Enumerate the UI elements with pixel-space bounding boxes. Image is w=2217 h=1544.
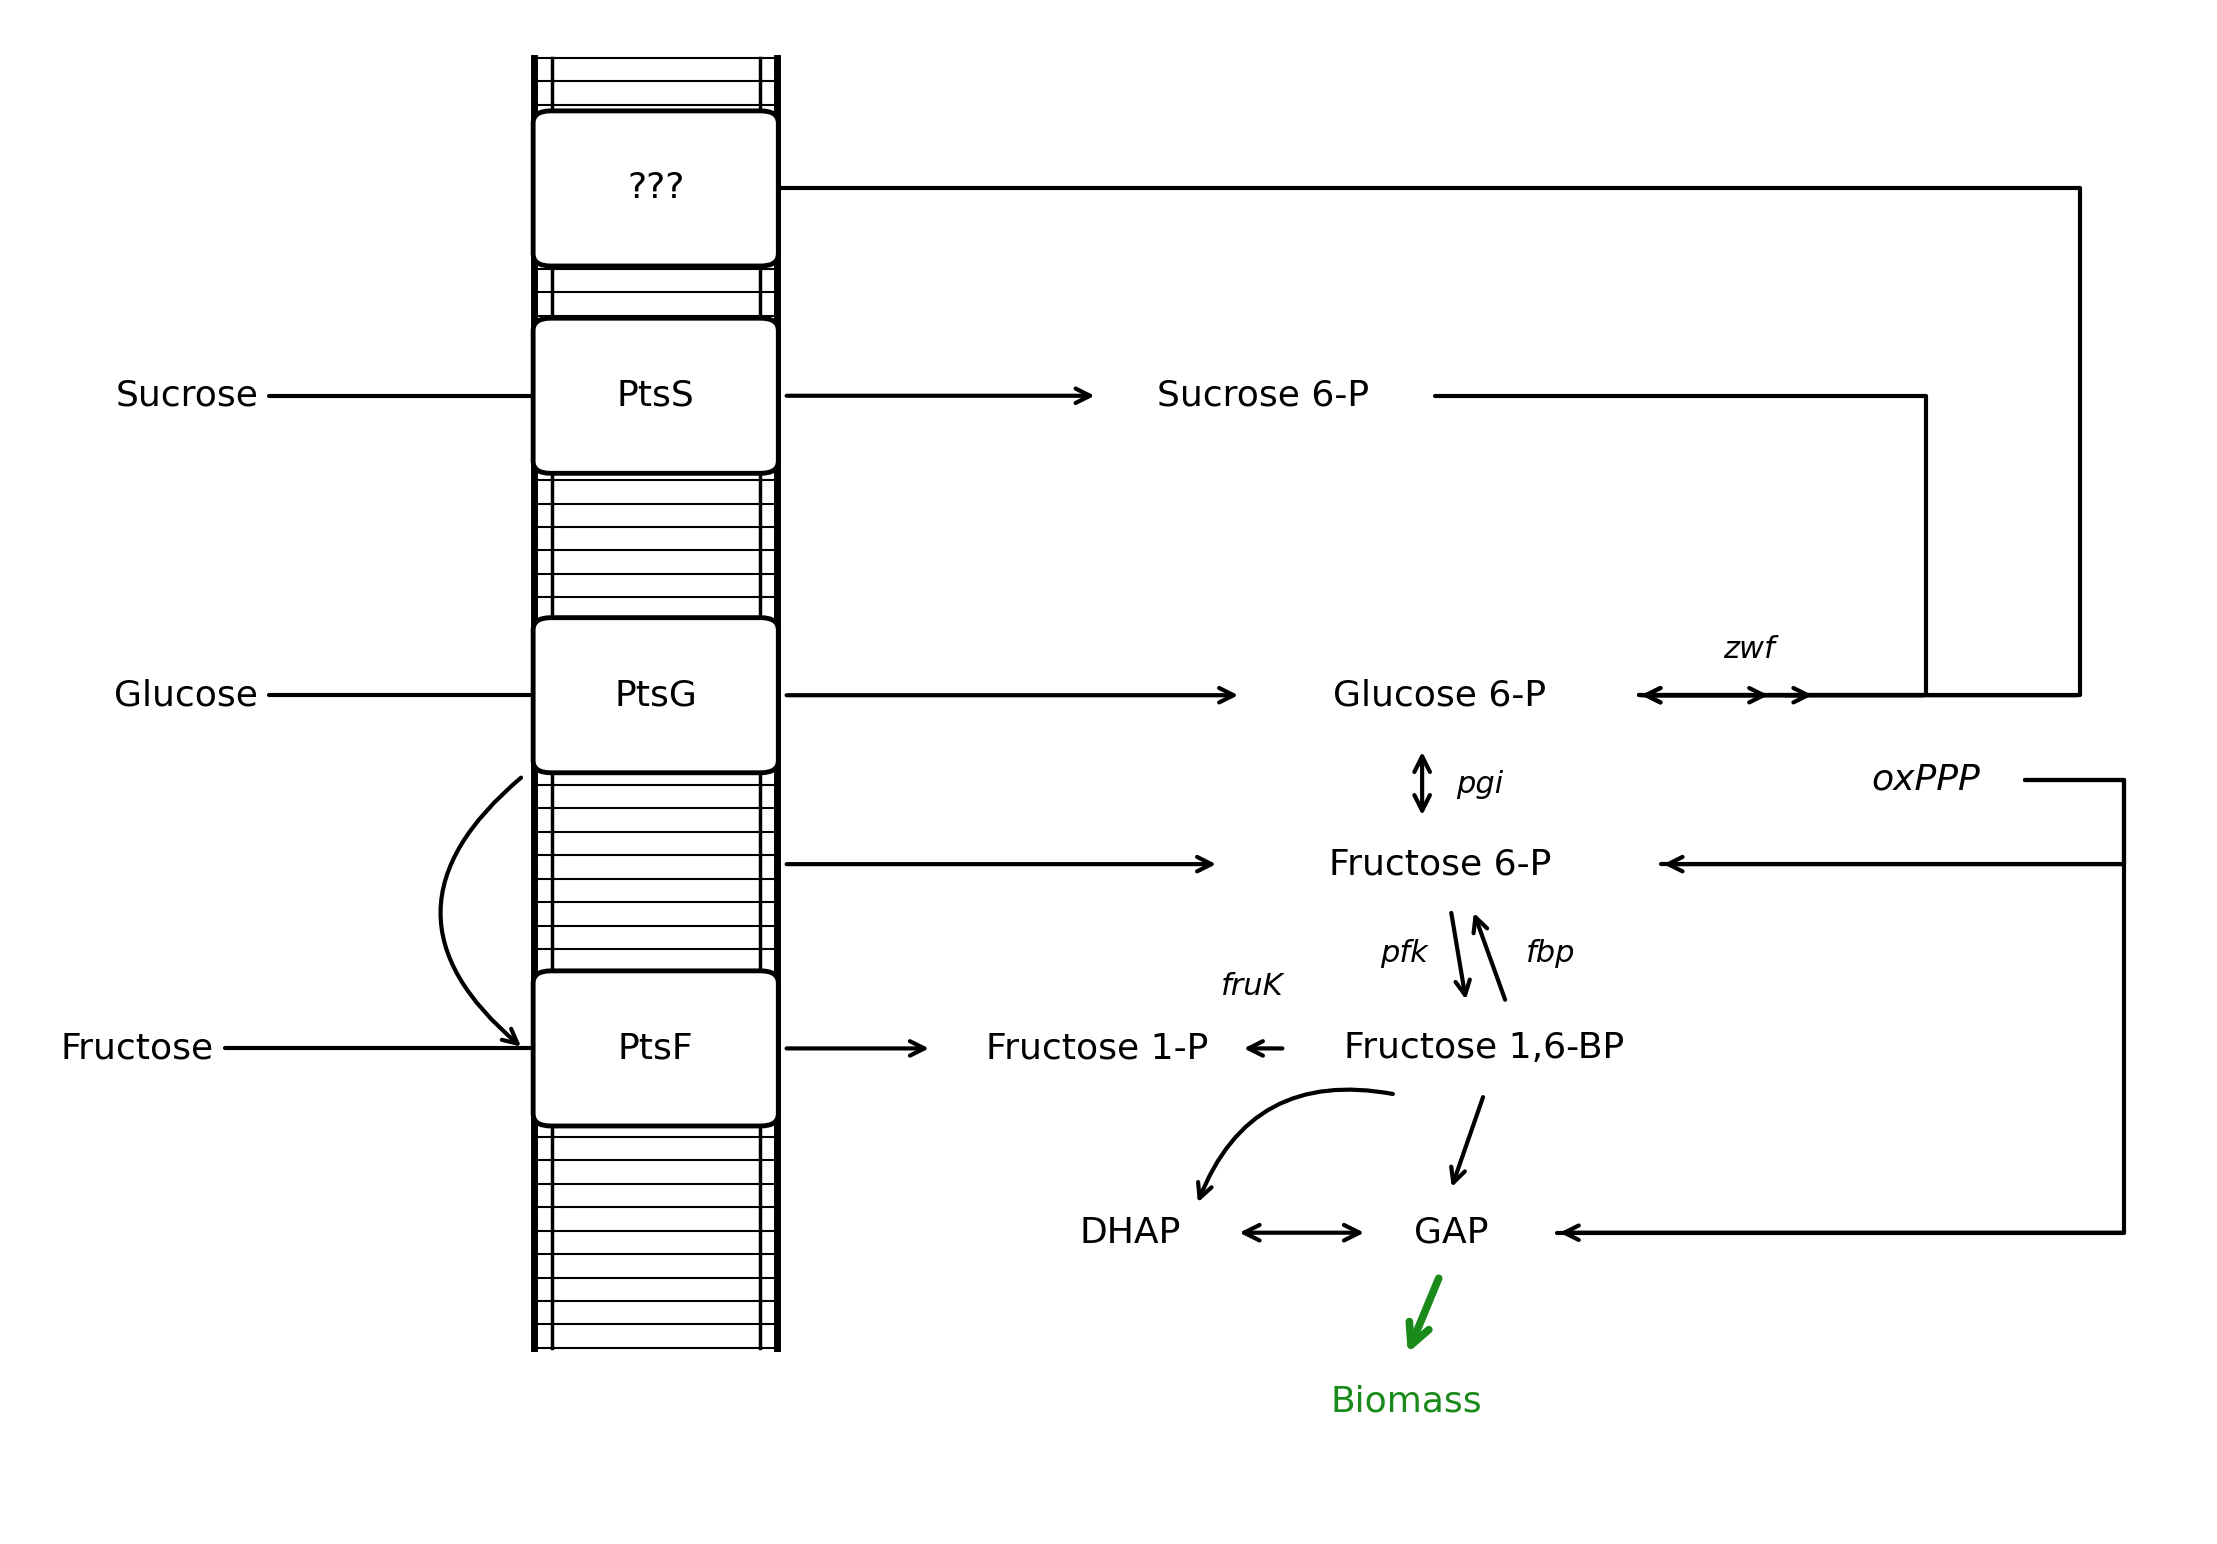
Text: fruK: fruK <box>1222 973 1284 1002</box>
Text: DHAP: DHAP <box>1080 1215 1182 1249</box>
Text: GAP: GAP <box>1414 1215 1488 1249</box>
Text: Biomass: Biomass <box>1330 1385 1483 1419</box>
Text: pfk: pfk <box>1381 939 1428 968</box>
Bar <box>534 59 778 1348</box>
Text: Glucose 6-P: Glucose 6-P <box>1332 678 1547 712</box>
Text: PtsF: PtsF <box>619 1031 694 1065</box>
Text: pgi: pgi <box>1457 770 1503 798</box>
Text: PtsG: PtsG <box>614 678 696 712</box>
Text: PtsS: PtsS <box>616 378 694 412</box>
Text: Fructose 1,6-BP: Fructose 1,6-BP <box>1344 1031 1625 1065</box>
Text: Sucrose 6-P: Sucrose 6-P <box>1157 378 1370 412</box>
Text: Glucose: Glucose <box>115 678 257 712</box>
FancyBboxPatch shape <box>532 111 778 266</box>
Text: oxPPP: oxPPP <box>1871 763 1980 797</box>
Text: ???: ??? <box>627 171 685 205</box>
Text: Sucrose: Sucrose <box>115 378 257 412</box>
Text: Fructose 1-P: Fructose 1-P <box>987 1031 1208 1065</box>
Text: Fructose 6-P: Fructose 6-P <box>1328 848 1552 882</box>
FancyBboxPatch shape <box>532 971 778 1126</box>
Text: Fructose: Fructose <box>60 1031 215 1065</box>
Text: zwf: zwf <box>1723 635 1776 664</box>
FancyBboxPatch shape <box>532 618 778 772</box>
Text: fbp: fbp <box>1525 939 1574 968</box>
FancyBboxPatch shape <box>532 318 778 474</box>
